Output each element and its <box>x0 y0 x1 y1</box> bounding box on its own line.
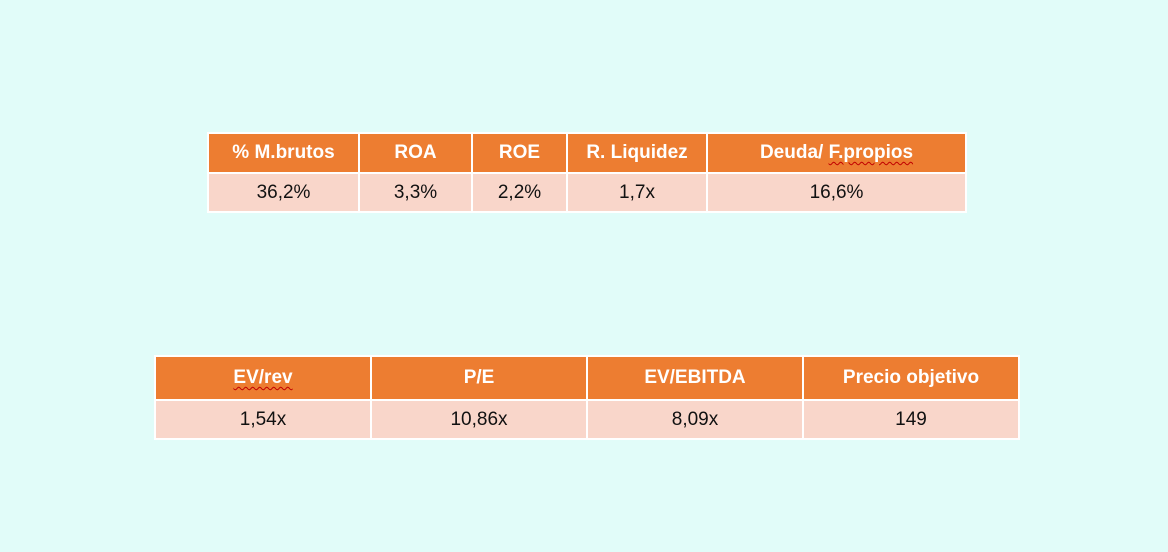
debt-equity-label: Deuda/ F.propios <box>759 142 914 163</box>
ev-rev-label: EV/rev <box>233 367 293 388</box>
header-debt-to-equity: Deuda/ F.propios <box>706 132 967 174</box>
financial-ratios-table: % M.brutos ROA ROE R. Liquidez Deuda/ F.… <box>207 132 967 213</box>
value-roe: 2,2% <box>471 172 568 213</box>
value-roa: 3,3% <box>358 172 473 213</box>
value-debt-to-equity: 16,6% <box>706 172 967 213</box>
spellcheck-marked-word: F.propios <box>828 142 914 163</box>
valuation-table: EV/rev P/E EV/EBITDA Precio objetivo 1,5… <box>154 355 1020 440</box>
table-header-row: % M.brutos ROA ROE R. Liquidez Deuda/ F.… <box>207 132 967 174</box>
value-ev-ebitda: 8,09x <box>586 399 804 440</box>
header-roe: ROE <box>471 132 568 174</box>
value-ev-rev: 1,54x <box>154 399 372 440</box>
header-ev-ebitda: EV/EBITDA <box>586 355 804 401</box>
header-liquidity-ratio: R. Liquidez <box>566 132 708 174</box>
value-target-price: 149 <box>802 399 1020 440</box>
table-header-row: EV/rev P/E EV/EBITDA Precio objetivo <box>154 355 1020 401</box>
value-pe: 10,86x <box>370 399 588 440</box>
header-roa: ROA <box>358 132 473 174</box>
table-row: 36,2% 3,3% 2,2% 1,7x 16,6% <box>207 172 967 213</box>
header-gross-margin: % M.brutos <box>207 132 360 174</box>
header-ev-rev: EV/rev <box>154 355 372 401</box>
table-row: 1,54x 10,86x 8,09x 149 <box>154 399 1020 440</box>
value-liquidity-ratio: 1,7x <box>566 172 708 213</box>
header-target-price: Precio objetivo <box>802 355 1020 401</box>
value-gross-margin: 36,2% <box>207 172 360 213</box>
header-pe: P/E <box>370 355 588 401</box>
